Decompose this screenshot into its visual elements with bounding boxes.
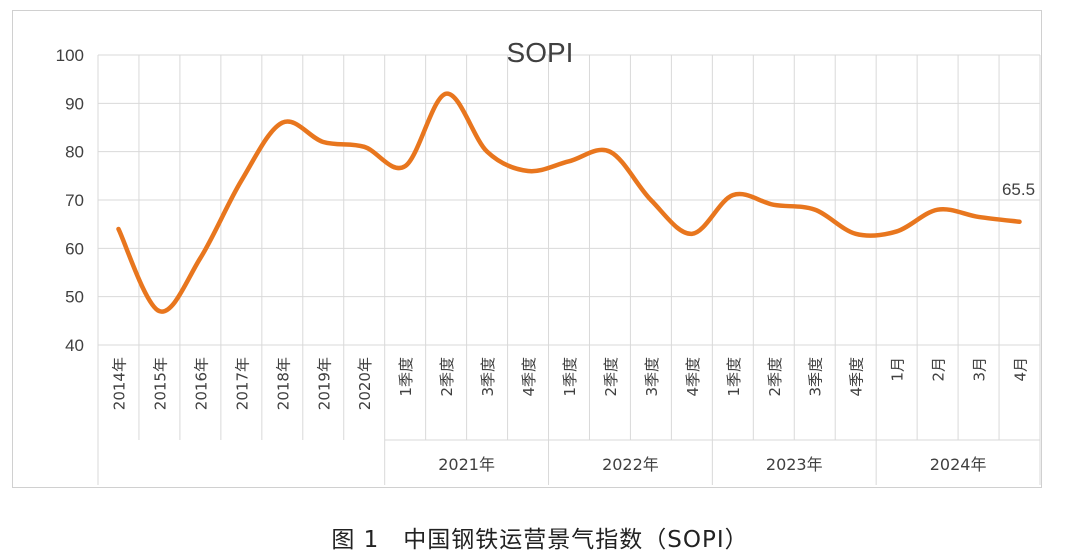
x-tick-label: 2015年 <box>151 357 169 410</box>
x-tick-label: 2014年 <box>110 357 128 410</box>
y-tick-label: 90 <box>65 94 84 113</box>
x-tick-label: 1季度 <box>725 357 743 397</box>
x-tick-label: 1季度 <box>561 357 579 397</box>
x-tick-label: 3季度 <box>807 357 825 397</box>
x-tick-label: 3月 <box>971 357 989 382</box>
x-tick-label: 2019年 <box>315 357 333 410</box>
x-tick-label: 1月 <box>889 357 907 382</box>
y-tick-label: 40 <box>65 336 84 355</box>
chart-frame <box>12 10 1042 488</box>
x-tick-label: 2季度 <box>766 357 784 397</box>
x-tick-label: 2017年 <box>233 357 251 410</box>
x-tick-label: 2016年 <box>192 357 210 410</box>
x-tick-label: 4月 <box>1012 357 1030 382</box>
x-tick-label: 2018年 <box>274 357 292 410</box>
y-tick-label: 100 <box>56 46 84 65</box>
sopi-line-chart: 40 50 60 70 80 90 100 2014年 2015年 2016年 2017年 2018年… <box>56 37 1041 485</box>
y-tick-label: 70 <box>65 191 84 210</box>
x-tick-label: 2季度 <box>602 357 620 397</box>
chart-title: SOPI <box>507 37 574 68</box>
data-label: 65.5 <box>1002 180 1035 199</box>
x-group-label: 2022年 <box>602 455 659 474</box>
x-group-label: 2023年 <box>766 455 823 474</box>
x-tick-label: 3季度 <box>643 357 661 397</box>
x-tick-label: 1季度 <box>397 357 415 397</box>
sopi-series-line <box>116 91 1022 314</box>
x-tick-label: 2月 <box>930 357 948 382</box>
x-tick-label: 4季度 <box>520 357 538 397</box>
figure-caption: 图 1 中国钢铁运营景气指数（SOPI） <box>331 527 749 553</box>
x-tick-label: 2020年 <box>356 357 374 410</box>
x-group-label: 2024年 <box>930 455 987 474</box>
x-tick-label: 4季度 <box>848 357 866 397</box>
x-tick-label: 2季度 <box>438 357 456 397</box>
x-tick-label: 4季度 <box>684 357 702 397</box>
y-tick-label: 60 <box>65 239 84 258</box>
y-tick-label: 80 <box>65 143 84 162</box>
x-group-label: 2021年 <box>438 455 495 474</box>
y-tick-label: 50 <box>65 288 84 307</box>
x-tick-label: 3季度 <box>479 357 497 397</box>
